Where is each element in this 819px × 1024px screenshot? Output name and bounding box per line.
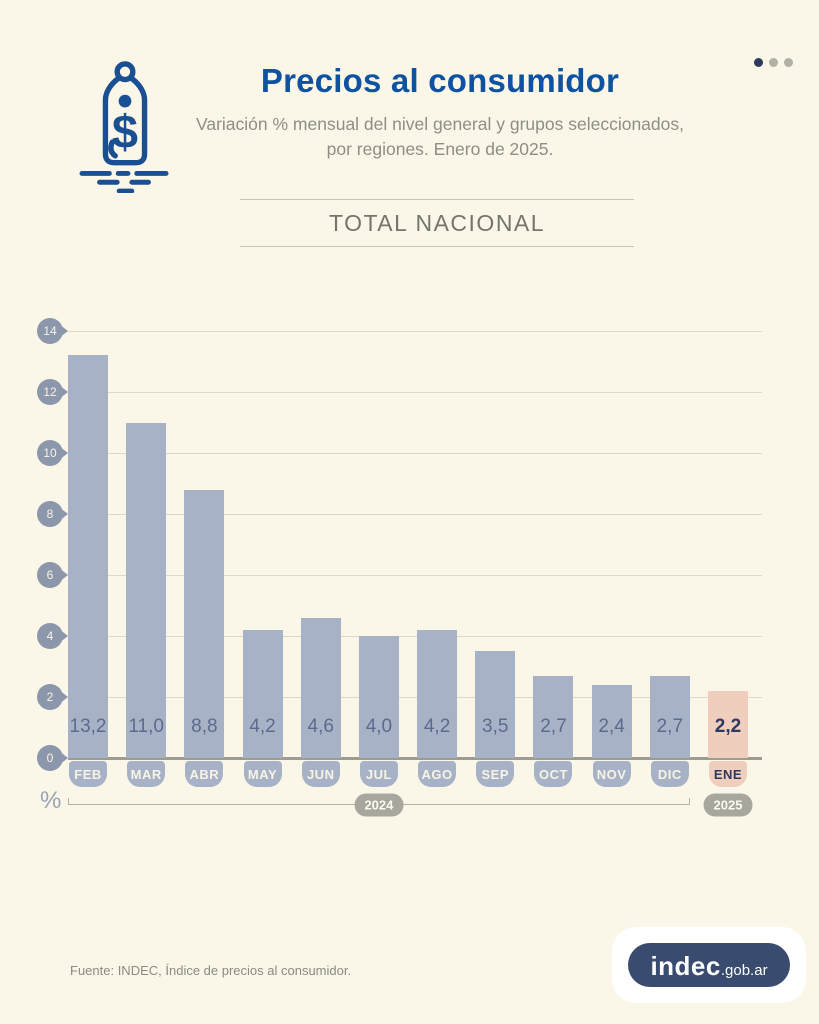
y-axis-tick-label: 6 (37, 562, 63, 588)
y-axis-tick-label: 12 (37, 379, 63, 405)
y-axis-tick-pointer (59, 568, 68, 582)
bar-oct: 2,7 (533, 675, 574, 758)
month-badge-feb: FEB (69, 761, 107, 787)
month-badge-oct: OCT (534, 761, 573, 787)
divider-top (240, 199, 634, 200)
pagination-dot[interactable] (784, 58, 793, 67)
year-bracket-2025: 2025 (703, 793, 753, 817)
bar-value-label: 11,0 (128, 716, 164, 737)
logo-text-main: indec (650, 951, 721, 981)
price-tag-icon: $ (76, 60, 174, 198)
y-axis-tick-pointer (59, 629, 68, 643)
y-axis-tick-pointer (59, 385, 68, 399)
carousel-pagination (754, 58, 793, 67)
section-header: TOTAL NACIONAL (240, 199, 634, 247)
month-badge-mar: MAR (127, 761, 166, 787)
month-badge-sep: SEP (476, 761, 515, 787)
grid-line (68, 636, 762, 637)
y-axis-tick: 10 (37, 440, 68, 466)
indec-logo: indec .gob.ar (628, 943, 790, 987)
month-badge-abr: ABR (185, 761, 224, 787)
grid-line (68, 331, 762, 332)
y-axis-tick-label: 14 (37, 318, 63, 344)
bar-value-label: 4,2 (423, 716, 451, 737)
y-axis-tick-pointer (59, 507, 68, 521)
bar-dic: 2,7 (649, 675, 690, 758)
bar-jul: 4,0 (358, 636, 399, 758)
bar-value-label: 4,6 (307, 716, 334, 737)
page-subtitle: Variación % mensual del nivel general y … (130, 112, 750, 161)
year-bracket-2024: 2024 (68, 793, 690, 817)
subtitle-line-1: Variación % mensual del nivel general y … (195, 114, 684, 134)
bar-value-label: 2,7 (540, 716, 567, 737)
bar-mar: 11,0 (126, 422, 167, 758)
grid-line (68, 697, 762, 698)
bar-value-label: 13,2 (69, 716, 107, 737)
header: Precios al consumidor Variación % mensua… (130, 62, 750, 161)
svg-text:$: $ (112, 106, 138, 158)
pagination-dot-active[interactable] (754, 58, 763, 67)
grid-line (68, 575, 762, 576)
y-axis-unit-label: % (40, 787, 62, 814)
y-axis-tick: 12 (37, 379, 68, 405)
bar-value-label: 8,8 (191, 716, 218, 737)
logo-container: indec .gob.ar (612, 927, 806, 1003)
y-axis-tick-label: 2 (37, 684, 63, 710)
subtitle-line-2: por regiones. Enero de 2025. (326, 138, 554, 159)
y-axis-tick: 14 (37, 318, 68, 344)
year-label-2024: 2024 (354, 793, 404, 817)
grid-line (68, 392, 762, 393)
y-axis-tick: 6 (37, 562, 68, 588)
y-axis-tick-label: 10 (37, 440, 63, 466)
y-axis-tick: 2 (37, 684, 68, 710)
bar-value-label: 2,7 (656, 716, 684, 737)
grid-line (68, 453, 762, 454)
y-axis-tick-pointer (59, 324, 68, 338)
bar-ago: 4,2 (417, 629, 458, 758)
y-axis-tick-pointer (59, 446, 68, 460)
month-badge-nov: NOV (592, 761, 631, 787)
bar-value-label: 2,2 (714, 716, 742, 737)
bar-jun: 4,6 (300, 617, 341, 758)
month-badge-jul: JUL (359, 761, 398, 787)
y-axis-tick: 0 (37, 745, 68, 771)
bar-chart: 14 12 10 8 6 4 2 0 13,2 FEB 11,0 MAR 8,8 ABR 4,2 MAY 4,6… (37, 318, 762, 817)
month-badge-ago: AGO (418, 761, 457, 787)
bar-may: 4,2 (242, 629, 283, 758)
month-badge-jun: JUN (301, 761, 340, 787)
month-badge-may: MAY (243, 761, 282, 787)
bar-abr: 8,8 (184, 489, 225, 758)
y-axis-tick-pointer (59, 751, 68, 765)
bar-value-label: 4,0 (365, 716, 393, 737)
y-axis-tick: 4 (37, 623, 68, 649)
bar-value-label: 3,5 (482, 716, 509, 737)
source-note: Fuente: INDEC, Índice de precios al cons… (70, 963, 352, 978)
bar-value-label: 4,2 (249, 716, 276, 737)
y-axis-tick-label: 8 (37, 501, 63, 527)
bar-nov: 2,4 (591, 684, 632, 758)
x-axis-baseline (68, 757, 762, 760)
logo-text-suffix: .gob.ar (720, 962, 768, 979)
bar-value-label: 2,4 (598, 716, 625, 737)
bar-ene: 2,2 (708, 690, 748, 758)
pagination-dot[interactable] (769, 58, 778, 67)
year-label-2025: 2025 (703, 793, 753, 817)
page-title: Precios al consumidor (260, 62, 620, 99)
bar-feb: 13,2 (68, 355, 108, 758)
section-title: TOTAL NACIONAL (328, 210, 546, 236)
y-axis-tick-label: 0 (37, 745, 63, 771)
y-axis-tick-label: 4 (37, 623, 63, 649)
y-axis-tick-pointer (59, 690, 68, 704)
month-badge-ene: ENE (709, 761, 747, 787)
divider-bottom (240, 246, 634, 247)
bar-sep: 3,5 (475, 651, 516, 758)
grid-line (68, 514, 762, 515)
month-badge-dic: DIC (650, 761, 689, 787)
y-axis-tick: 8 (37, 501, 68, 527)
